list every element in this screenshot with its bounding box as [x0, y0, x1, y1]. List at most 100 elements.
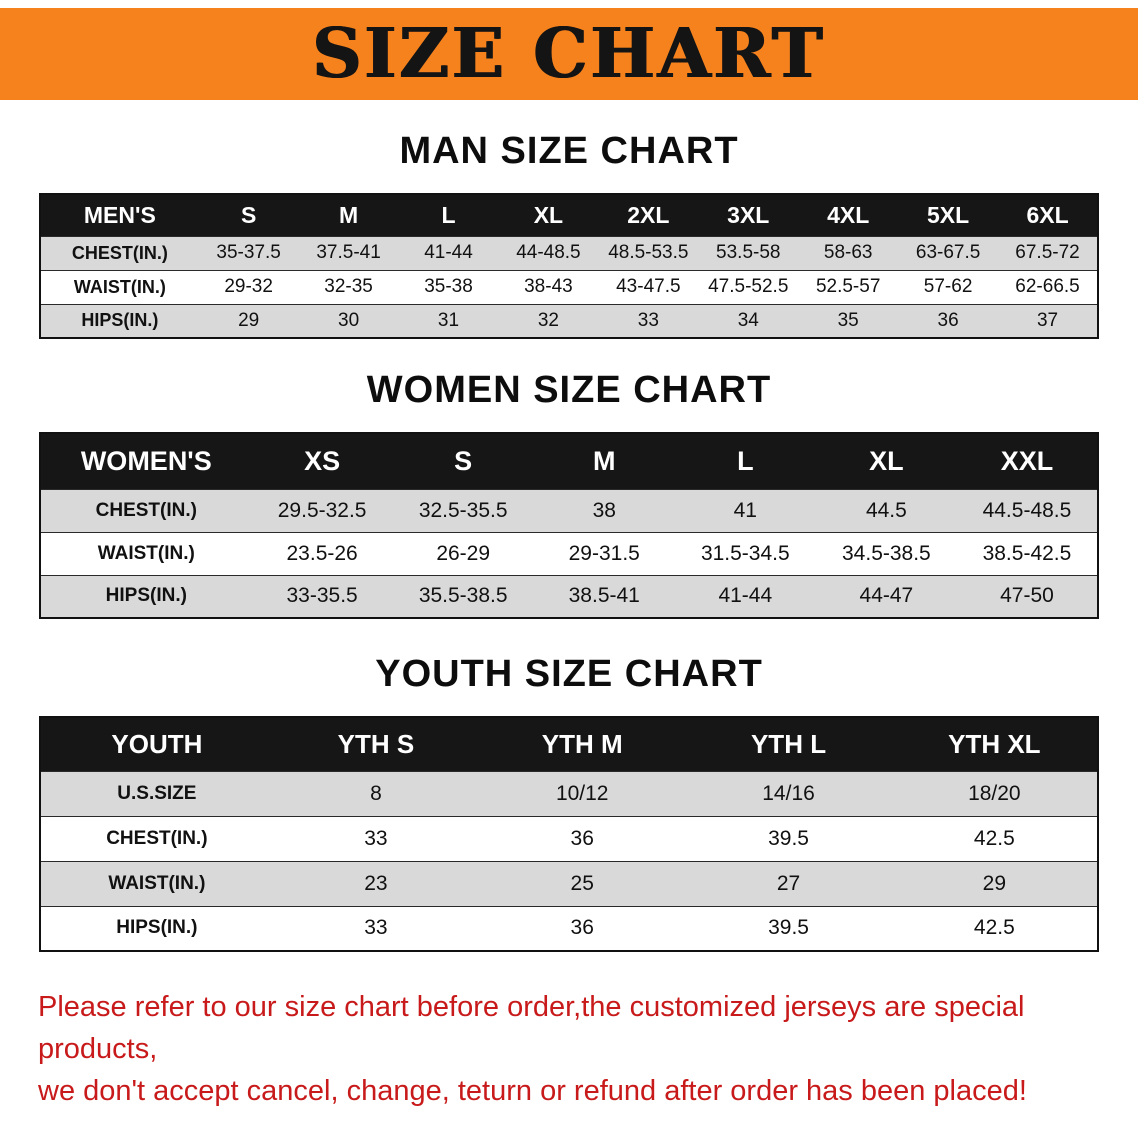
table-row: U.S.SIZE 8 10/12 14/16 18/20 — [40, 770, 1098, 816]
size-column-header: YTH XL — [891, 717, 1098, 771]
size-value-cell: 36 — [479, 905, 686, 951]
size-value-cell: 38.5-41 — [533, 574, 675, 618]
size-value-cell: 38.5-42.5 — [956, 531, 1098, 575]
size-value-cell: 44-47 — [815, 574, 957, 618]
size-column-header: L — [398, 194, 499, 236]
size-value-cell: 47-50 — [956, 574, 1098, 618]
size-column-header: 6XL — [998, 194, 1098, 236]
size-value-cell: 47.5-52.5 — [698, 269, 799, 304]
charts-container: MAN SIZE CHART MEN'S S M L XL 2XL 3XL 4XL 5XL 6XL… — [0, 130, 1138, 952]
size-value-cell: 23.5-26 — [251, 531, 393, 575]
size-value-cell: 42.5 — [891, 815, 1098, 861]
size-value-cell: 44.5 — [815, 488, 957, 532]
size-value-cell: 29-31.5 — [533, 531, 675, 575]
table-row: WAIST(IN.) 23.5-26 26-29 29-31.5 31.5-34.5 34… — [40, 531, 1098, 575]
size-column-header: XL — [498, 194, 599, 236]
page-title: SIZE CHART — [312, 14, 826, 94]
size-value-cell: 32.5-35.5 — [392, 488, 534, 532]
size-value-cell: 31 — [398, 303, 499, 338]
size-column-header: S — [198, 194, 299, 236]
banner: SIZE CHART — [0, 8, 1138, 100]
row-label: CHEST(IN.) — [40, 488, 252, 532]
row-label: CHEST(IN.) — [40, 235, 199, 270]
size-value-cell: 18/20 — [891, 770, 1098, 816]
table-row: HIPS(IN.) 33-35.5 35.5-38.5 38.5-41 41-44 44-… — [40, 574, 1098, 618]
table-title-cell: YOUTH — [40, 717, 273, 771]
size-value-cell: 25 — [479, 860, 686, 906]
size-column-header: XXL — [956, 433, 1098, 489]
size-column-header: 2XL — [598, 194, 699, 236]
size-value-cell: 37.5-41 — [298, 235, 399, 270]
size-value-cell: 38-43 — [498, 269, 599, 304]
size-value-cell: 42.5 — [891, 905, 1098, 951]
size-column-header: M — [533, 433, 675, 489]
size-value-cell: 31.5-34.5 — [674, 531, 816, 575]
size-value-cell: 39.5 — [685, 815, 892, 861]
size-value-cell: 63-67.5 — [898, 235, 999, 270]
size-value-cell: 32 — [498, 303, 599, 338]
size-value-cell: 14/16 — [685, 770, 892, 816]
table-row: CHEST(IN.) 35-37.5 37.5-41 41-44 44-48.5 48.5… — [40, 235, 1098, 270]
table-header-row: MEN'S S M L XL 2XL 3XL 4XL 5XL 6XL — [40, 194, 1098, 236]
row-label: HIPS(IN.) — [40, 905, 273, 951]
section-men: MAN SIZE CHART MEN'S S M L XL 2XL 3XL 4XL 5XL 6XL… — [0, 130, 1138, 339]
table-row: WAIST(IN.) 29-32 32-35 35-38 38-43 43-47.5 47.… — [40, 269, 1098, 304]
size-value-cell: 35 — [798, 303, 899, 338]
row-label: U.S.SIZE — [40, 770, 273, 816]
size-column-header: S — [392, 433, 534, 489]
table-row: WAIST(IN.) 23 25 27 29 — [40, 860, 1098, 906]
size-value-cell: 10/12 — [479, 770, 686, 816]
size-value-cell: 36 — [479, 815, 686, 861]
size-value-cell: 34 — [698, 303, 799, 338]
size-value-cell: 41-44 — [398, 235, 499, 270]
size-value-cell: 39.5 — [685, 905, 892, 951]
size-value-cell: 33 — [598, 303, 699, 338]
size-value-cell: 48.5-53.5 — [598, 235, 699, 270]
size-value-cell: 29 — [891, 860, 1098, 906]
women-size-table: WOMEN'S XS S M L XL XXL CHEST(IN.) 29.5-32.5 32.5… — [39, 432, 1099, 619]
size-value-cell: 67.5-72 — [998, 235, 1098, 270]
size-value-cell: 33 — [272, 905, 480, 951]
size-value-cell: 8 — [272, 770, 480, 816]
size-column-header: XS — [251, 433, 393, 489]
size-value-cell: 44-48.5 — [498, 235, 599, 270]
table-title-cell: MEN'S — [40, 194, 199, 236]
size-value-cell: 53.5-58 — [698, 235, 799, 270]
table-row: CHEST(IN.) 33 36 39.5 42.5 — [40, 815, 1098, 861]
size-value-cell: 37 — [998, 303, 1098, 338]
size-value-cell: 36 — [898, 303, 999, 338]
row-label: WAIST(IN.) — [40, 269, 199, 304]
size-value-cell: 58-63 — [798, 235, 899, 270]
footer-notice: Please refer to our size chart before or… — [38, 986, 1100, 1112]
size-value-cell: 29 — [198, 303, 299, 338]
size-value-cell: 57-62 — [898, 269, 999, 304]
table-row: CHEST(IN.) 29.5-32.5 32.5-35.5 38 41 44.5 44.5… — [40, 488, 1098, 532]
notice-line-1: Please refer to our size chart before or… — [38, 991, 1025, 1066]
size-value-cell: 38 — [533, 488, 675, 532]
size-value-cell: 33-35.5 — [251, 574, 393, 618]
size-value-cell: 27 — [685, 860, 892, 906]
men-section-heading: MAN SIZE CHART — [399, 130, 739, 172]
row-label: CHEST(IN.) — [40, 815, 273, 861]
notice-line-2: we don't accept cancel, change, teturn o… — [38, 1075, 1027, 1108]
youth-size-table: YOUTH YTH S YTH M YTH L YTH XL U.S.SIZE 8 10/12… — [39, 716, 1099, 952]
table-header-row: YOUTH YTH S YTH M YTH L YTH XL — [40, 717, 1098, 771]
size-value-cell: 23 — [272, 860, 480, 906]
size-column-header: M — [298, 194, 399, 236]
table-title-cell: WOMEN'S — [40, 433, 252, 489]
section-women: WOMEN SIZE CHART WOMEN'S XS S M L XL XXL CHEST(… — [0, 369, 1138, 619]
size-value-cell: 43-47.5 — [598, 269, 699, 304]
table-row: HIPS(IN.) 33 36 39.5 42.5 — [40, 905, 1098, 951]
size-value-cell: 34.5-38.5 — [815, 531, 957, 575]
row-label: WAIST(IN.) — [40, 531, 252, 575]
section-youth: YOUTH SIZE CHART YOUTH YTH S YTH M YTH L YTH… — [0, 653, 1138, 952]
size-value-cell: 29.5-32.5 — [251, 488, 393, 532]
size-value-cell: 41 — [674, 488, 816, 532]
row-label: WAIST(IN.) — [40, 860, 273, 906]
youth-section-heading: YOUTH SIZE CHART — [375, 653, 763, 695]
size-column-header: 5XL — [898, 194, 999, 236]
size-column-header: YTH L — [685, 717, 892, 771]
size-column-header: XL — [815, 433, 957, 489]
size-column-header: 3XL — [698, 194, 799, 236]
